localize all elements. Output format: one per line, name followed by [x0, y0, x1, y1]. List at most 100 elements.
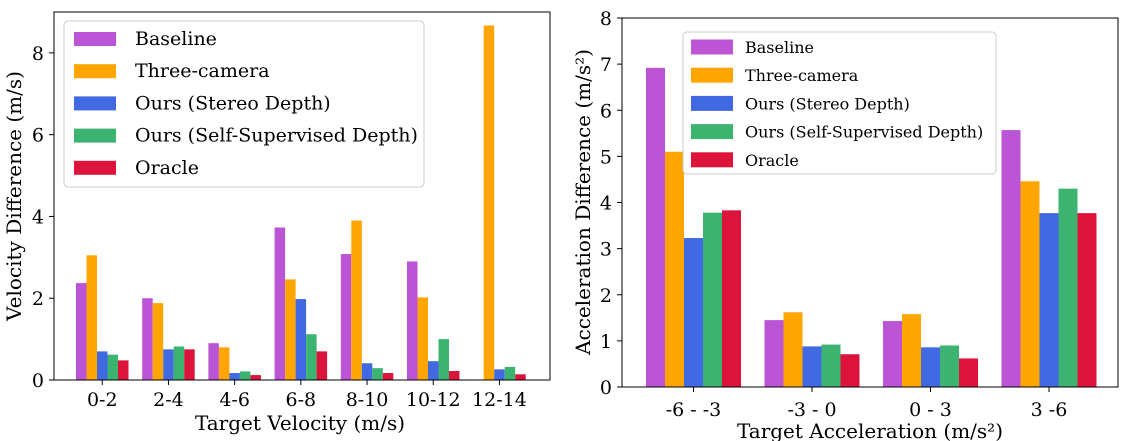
velocity-x-axis-label: Target Velocity (m/s) [195, 411, 405, 435]
velocity-legend: Baseline Three-camera Ours (Stereo Depth) O… [63, 20, 425, 188]
velocity-bar-three-camera-10-12 [417, 297, 428, 380]
acceleration-bar-three-camera-3-0 [783, 312, 803, 387]
velocity-bar-oracle-4-6 [250, 375, 261, 380]
velocity-x-tick-label: 12-14 [472, 389, 527, 411]
velocity-legend-label-oracle: Oracle [135, 157, 199, 179]
velocity-bars [76, 25, 526, 380]
acceleration-bar-ours-stereo-depth-6-3 [684, 238, 703, 387]
acceleration-x-tick-label: -3 - 0 [787, 399, 836, 421]
velocity-bar-oracle-6-8 [316, 351, 328, 380]
acceleration-y-ticks: 0 1 2 3 4 5 6 7 8 [600, 8, 622, 399]
velocity-bar-baseline-6-8 [274, 227, 286, 380]
velocity-x-tick-label: 10-12 [406, 389, 461, 411]
acceleration-legend-label-ours-self-supervised-depth: Ours (Self-Supervised Depth) [745, 123, 983, 142]
velocity-legend-swatch-oracle [74, 160, 116, 175]
acceleration-bar-oracle-3-0 [840, 354, 860, 387]
velocity-x-tick-label: 4-6 [219, 389, 250, 411]
acceleration-bar-ours-self-supervised-depth-3-0 [821, 344, 841, 387]
velocity-legend-label-ours-stereo-depth: Ours (Stereo Depth) [135, 92, 331, 114]
acceleration-legend: Baseline Three-camera Ours (Stereo Depth) O… [682, 31, 997, 175]
acceleration-bar-ours-stereo-depth-0-3 [921, 347, 940, 387]
velocity-legend-label-baseline: Baseline [135, 28, 217, 50]
velocity-bar-ours-stereo-depth-0-2 [97, 351, 108, 380]
velocity-bar-ours-self-supervised-depth-4-6 [239, 371, 251, 380]
velocity-bar-ours-self-supervised-depth-10-12 [438, 339, 449, 380]
acceleration-y-tick-label: 0 [600, 377, 612, 399]
velocity-bar-ours-self-supervised-depth-12-14 [504, 366, 516, 380]
velocity-bar-oracle-2-4 [184, 349, 195, 380]
acceleration-legend-label-ours-stereo-depth: Ours (Stereo Depth) [745, 94, 910, 113]
velocity-bar-oracle-12-14 [515, 374, 526, 380]
acceleration-legend-swatch-baseline [691, 39, 733, 55]
velocity-x-tick-label: 0-2 [87, 389, 118, 411]
acceleration-bar-ours-self-supervised-depth-0-3 [940, 345, 959, 387]
velocity-y-tick-label: 0 [32, 370, 44, 392]
acceleration-legend-label-three-camera: Three-camera [745, 66, 859, 85]
acceleration-y-tick-label: 8 [600, 8, 612, 30]
acceleration-y-tick-label: 5 [600, 146, 612, 168]
acceleration-bar-three-camera-0-3 [902, 314, 921, 387]
velocity-y-axis-label: Velocity Difference (m/s) [2, 71, 26, 322]
velocity-bar-three-camera-6-8 [285, 279, 296, 380]
acceleration-legend-label-oracle: Oracle [745, 151, 799, 170]
velocity-legend-swatch-three-camera [74, 64, 116, 79]
acceleration-legend-swatch-ours-self-supervised-depth [691, 124, 733, 140]
acceleration-y-tick-label: 1 [600, 331, 612, 353]
velocity-bar-three-camera-12-14 [483, 25, 495, 380]
acceleration-legend-swatch-three-camera [691, 67, 733, 83]
velocity-bar-baseline-4-6 [208, 343, 219, 380]
velocity-x-ticks: 0-2 2-4 4-6 6-8 8-10 10-12 12-14 [87, 380, 527, 411]
acceleration-bar-oracle-0-3 [959, 358, 978, 387]
velocity-bar-oracle-8-10 [382, 373, 394, 380]
velocity-chart: 0 2 4 6 8 0-2 2-4 4-6 6-8 8-10 10-12 12-14 Target … [2, 11, 551, 435]
velocity-legend-swatch-ours-stereo-depth [74, 96, 116, 111]
velocity-bar-ours-self-supervised-depth-8-10 [372, 368, 383, 380]
acceleration-bar-baseline-6-3 [646, 67, 665, 387]
velocity-bar-three-camera-8-10 [351, 220, 362, 380]
velocity-bar-ours-self-supervised-depth-0-2 [107, 354, 118, 380]
acceleration-x-tick-label: 0 - 3 [909, 399, 952, 421]
velocity-bar-ours-stereo-depth-12-14 [494, 369, 505, 380]
velocity-bar-oracle-10-12 [449, 371, 460, 380]
velocity-bar-three-camera-0-2 [86, 255, 97, 380]
velocity-bar-ours-self-supervised-depth-6-8 [306, 334, 317, 380]
velocity-legend-box [63, 20, 425, 188]
velocity-x-tick-label: 6-8 [286, 389, 317, 411]
velocity-bar-ours-stereo-depth-8-10 [361, 363, 373, 380]
acceleration-x-ticks: -6 - -3 -3 - 0 0 - 3 3 -6 [666, 387, 1067, 421]
acceleration-legend-swatch-ours-stereo-depth [691, 95, 733, 111]
velocity-bar-ours-stereo-depth-4-6 [229, 373, 240, 380]
velocity-legend-label-ours-self-supervised-depth: Ours (Self-Supervised Depth) [135, 125, 418, 147]
velocity-bar-three-camera-2-4 [152, 303, 164, 380]
velocity-y-tick-label: 6 [32, 125, 44, 147]
velocity-bar-ours-stereo-depth-6-8 [295, 299, 307, 380]
velocity-y-ticks: 0 2 4 6 8 [32, 43, 54, 392]
velocity-y-tick-label: 8 [32, 43, 44, 65]
velocity-legend-label-three-camera: Three-camera [135, 60, 270, 82]
velocity-bar-three-camera-4-6 [218, 347, 230, 380]
velocity-plot-frame [53, 11, 551, 381]
acceleration-bar-baseline-3-0 [764, 320, 784, 387]
velocity-legend-swatch-ours-self-supervised-depth [74, 128, 116, 143]
velocity-x-tick-label: 8-10 [346, 389, 389, 411]
acceleration-y-tick-label: 2 [600, 285, 612, 307]
acceleration-bar-oracle-6-3 [722, 210, 741, 387]
velocity-bar-ours-stereo-depth-10-12 [428, 361, 439, 380]
acceleration-bar-ours-stereo-depth-3-0 [802, 346, 822, 387]
acceleration-x-axis-label: Target Acceleration (m/s²) [737, 419, 1003, 441]
velocity-bar-ours-stereo-depth-2-4 [163, 349, 174, 380]
velocity-legend-swatch-baseline [74, 32, 116, 46]
acceleration-legend-box [682, 31, 997, 175]
velocity-bar-baseline-2-4 [142, 298, 153, 380]
acceleration-bar-ours-self-supervised-depth-3-6 [1058, 188, 1078, 387]
acceleration-bar-three-camera-3-6 [1020, 181, 1040, 387]
acceleration-bar-oracle-3-6 [1077, 213, 1097, 387]
acceleration-bar-three-camera-6-3 [665, 151, 684, 387]
acceleration-legend-label-baseline: Baseline [745, 38, 814, 57]
acceleration-bar-ours-self-supervised-depth-6-3 [703, 212, 722, 387]
acceleration-bars [646, 67, 1097, 388]
acceleration-bar-baseline-0-3 [883, 321, 902, 387]
acceleration-y-axis-label: Acceleration Difference (m/s²) [571, 49, 595, 356]
velocity-bar-oracle-0-2 [118, 360, 129, 380]
